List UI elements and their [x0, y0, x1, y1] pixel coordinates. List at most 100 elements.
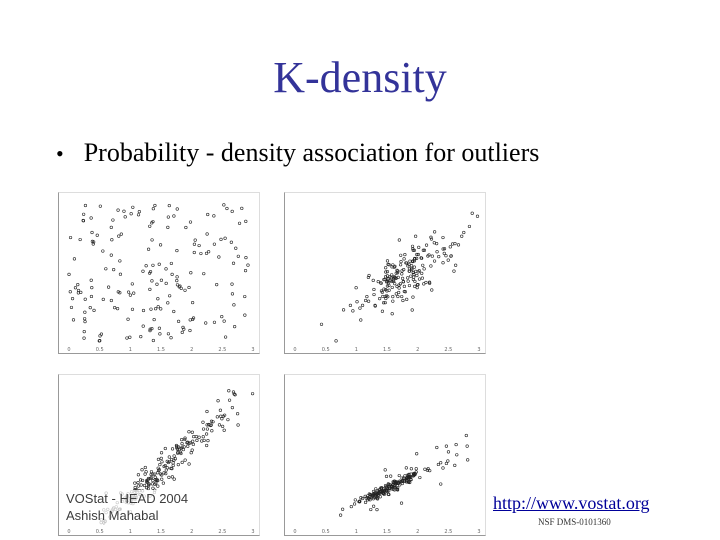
- scatter-point: [230, 282, 234, 286]
- scatter-point: [204, 251, 209, 256]
- scatter-point: [166, 215, 170, 219]
- scatter-point: [411, 277, 415, 282]
- scatter-point: [396, 269, 400, 273]
- scatter-point: [167, 203, 171, 208]
- scatter-point: [119, 232, 123, 236]
- scatter-point: [148, 329, 152, 333]
- scatter-point: [414, 470, 418, 474]
- scatter-point: [391, 487, 395, 491]
- scatter-point: [409, 274, 413, 278]
- scatter-point: [116, 208, 120, 212]
- scatter-point: [205, 443, 209, 448]
- scatter-point: [83, 203, 88, 208]
- scatter-point: [377, 491, 381, 495]
- scatter-point: [207, 250, 211, 254]
- scatter-point: [180, 438, 184, 442]
- scatter-point: [244, 219, 248, 223]
- scatter-point: [159, 307, 163, 311]
- scatter-point: [375, 493, 379, 497]
- scatter-point: [191, 316, 196, 320]
- scatter-point: [232, 303, 236, 307]
- scatter-point: [106, 285, 111, 289]
- scatter-point: [446, 459, 450, 463]
- scatter-point: [422, 282, 426, 286]
- scatter-point: [441, 466, 445, 470]
- scatter-point: [373, 493, 377, 497]
- scatter-point: [341, 308, 346, 312]
- scatter-point: [117, 234, 121, 238]
- scatter-point: [370, 495, 374, 499]
- scatter-point: [429, 237, 434, 241]
- scatter-point: [99, 332, 104, 336]
- x-tick-label: 0: [67, 347, 70, 353]
- scatter-point: [151, 207, 155, 211]
- scatter-point: [230, 406, 234, 410]
- scatter-point: [353, 498, 357, 502]
- scatter-point: [387, 492, 391, 497]
- scatter-point: [359, 318, 363, 322]
- scatter-point: [187, 285, 191, 290]
- scatter-point: [410, 308, 414, 312]
- bullet-text: Probability - density association for ou…: [83, 138, 540, 167]
- scatter-point: [170, 475, 174, 479]
- scatter-point: [197, 435, 201, 439]
- scatter-point: [72, 257, 77, 261]
- scatter-point: [193, 238, 197, 242]
- scatter-point: [404, 480, 409, 484]
- scatter-plot-top-right: 0 0.5 1 1.5 2 2.5 3: [284, 192, 486, 354]
- scatter-point: [70, 297, 75, 301]
- scatter-point: [156, 457, 161, 461]
- scatter-point: [393, 480, 397, 484]
- scatter-point: [334, 339, 338, 343]
- scatter-point: [175, 275, 179, 279]
- scatter-point: [420, 256, 424, 260]
- scatter-point: [351, 309, 355, 313]
- scatter-point: [125, 336, 129, 340]
- scatter-plot-top-left: 0 0.5 1 1.5 2 2.5 3: [58, 192, 260, 354]
- scatter-point: [427, 253, 431, 257]
- scatter-point: [133, 481, 137, 485]
- scatter-point: [222, 428, 226, 432]
- scatter-point: [212, 214, 216, 218]
- scatter-point: [400, 294, 404, 299]
- scatter-point: [183, 458, 187, 462]
- x-tick-label: 1: [355, 529, 358, 535]
- scatter-point: [401, 279, 405, 284]
- scatter-point: [136, 480, 140, 485]
- scatter-point: [384, 266, 388, 270]
- scatter-point: [227, 398, 232, 402]
- scatter-point: [413, 284, 417, 288]
- scatter-point: [128, 335, 132, 339]
- scatter-point: [450, 242, 455, 246]
- x-tick-label: 2: [416, 347, 419, 353]
- x-tick-label: 2: [190, 529, 193, 535]
- scatter-point: [240, 206, 244, 210]
- footer-url-link[interactable]: http://www.vostat.org: [493, 493, 650, 513]
- scatter-point: [422, 267, 426, 271]
- scatter-point: [160, 473, 164, 477]
- scatter-point: [389, 474, 393, 478]
- x-tick-label: 2.5: [218, 347, 226, 353]
- scatter-point: [364, 298, 368, 303]
- scatter-point: [132, 291, 136, 295]
- scatter-point: [465, 444, 469, 448]
- scatter-point: [187, 462, 191, 466]
- scatter-point: [367, 492, 371, 496]
- scatter-point: [408, 259, 412, 263]
- scatter-svg: 0 0.5 1 1.5 2 2.5 3: [293, 433, 481, 535]
- scatter-point: [215, 415, 219, 419]
- scatter-point: [197, 243, 201, 248]
- scatter-point: [182, 327, 186, 331]
- scatter-point: [150, 482, 155, 486]
- scatter-point: [348, 303, 353, 307]
- scatter-point: [407, 269, 412, 273]
- scatter-point: [147, 482, 151, 486]
- x-tick-label: 1.5: [157, 529, 165, 535]
- scatter-point: [442, 251, 446, 255]
- scatter-point: [83, 297, 87, 301]
- scatter-point: [188, 220, 193, 224]
- scatter-point: [153, 482, 157, 486]
- scatter-point: [118, 291, 122, 295]
- scatter-point: [188, 328, 192, 333]
- scatter-point: [383, 277, 387, 282]
